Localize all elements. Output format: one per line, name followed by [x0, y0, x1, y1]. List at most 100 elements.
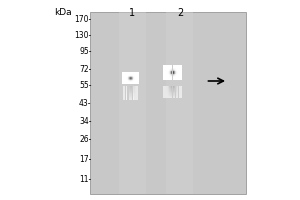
Bar: [171, 66, 172, 67]
Bar: [171, 68, 172, 69]
Bar: [164, 97, 165, 98]
Bar: [171, 97, 172, 98]
Bar: [168, 88, 169, 89]
Bar: [163, 64, 164, 65]
Bar: [125, 90, 126, 91]
Bar: [136, 93, 137, 94]
Bar: [126, 99, 127, 100]
Bar: [170, 96, 171, 97]
Bar: [168, 97, 169, 98]
Bar: [135, 75, 136, 76]
Bar: [128, 90, 129, 91]
Bar: [137, 99, 138, 100]
Bar: [126, 94, 127, 95]
Bar: [133, 88, 134, 89]
Bar: [130, 81, 131, 82]
Bar: [173, 73, 174, 74]
Bar: [126, 82, 127, 83]
Bar: [124, 76, 125, 77]
Bar: [165, 69, 166, 70]
Bar: [180, 78, 181, 79]
Bar: [124, 97, 125, 98]
Bar: [176, 90, 177, 91]
Bar: [169, 74, 170, 75]
Bar: [167, 95, 168, 96]
Bar: [165, 77, 166, 78]
Bar: [123, 73, 124, 74]
Bar: [135, 90, 136, 91]
Bar: [164, 94, 165, 95]
Bar: [132, 75, 133, 76]
Bar: [131, 75, 132, 76]
Bar: [181, 66, 182, 67]
Bar: [178, 73, 179, 74]
Bar: [130, 96, 131, 97]
Bar: [134, 91, 135, 92]
Bar: [163, 72, 164, 73]
Bar: [129, 81, 130, 82]
Bar: [172, 76, 173, 77]
Bar: [126, 83, 127, 84]
Bar: [127, 83, 128, 84]
Bar: [174, 86, 175, 87]
Bar: [134, 99, 135, 100]
Bar: [179, 71, 180, 72]
Bar: [125, 97, 126, 98]
Bar: [166, 67, 167, 68]
Bar: [167, 86, 168, 87]
Bar: [176, 68, 177, 69]
Bar: [125, 91, 126, 92]
Bar: [181, 94, 182, 95]
Bar: [165, 70, 166, 71]
Bar: [179, 73, 180, 74]
Bar: [169, 96, 170, 97]
Bar: [176, 73, 177, 74]
Bar: [166, 75, 167, 76]
Bar: [178, 65, 179, 66]
Bar: [124, 96, 125, 97]
Bar: [125, 81, 126, 82]
Text: 130-: 130-: [74, 31, 92, 40]
Bar: [127, 77, 128, 78]
Bar: [126, 92, 127, 93]
Bar: [178, 77, 179, 78]
Bar: [180, 75, 181, 76]
Bar: [131, 98, 132, 99]
Bar: [173, 96, 174, 97]
Bar: [172, 68, 173, 69]
Bar: [137, 72, 138, 73]
Bar: [177, 73, 178, 74]
Bar: [179, 69, 180, 70]
Bar: [131, 88, 132, 89]
Bar: [179, 67, 180, 68]
Bar: [122, 78, 123, 79]
Bar: [174, 77, 175, 78]
Bar: [128, 98, 129, 99]
Bar: [172, 73, 173, 74]
Bar: [129, 89, 130, 90]
Bar: [130, 78, 131, 79]
Bar: [124, 78, 125, 79]
Bar: [125, 82, 126, 83]
Bar: [128, 78, 129, 79]
Bar: [171, 77, 172, 78]
Bar: [166, 65, 167, 66]
Bar: [137, 89, 138, 90]
Bar: [129, 92, 130, 93]
Bar: [167, 74, 168, 75]
Bar: [131, 74, 132, 75]
Bar: [138, 74, 139, 75]
Bar: [137, 76, 138, 77]
Bar: [180, 88, 181, 89]
Bar: [176, 71, 177, 72]
Bar: [166, 70, 167, 71]
Bar: [180, 64, 181, 65]
Bar: [137, 73, 138, 74]
Bar: [164, 77, 165, 78]
Bar: [126, 87, 127, 88]
Bar: [165, 78, 166, 79]
Bar: [136, 92, 137, 93]
Bar: [129, 76, 130, 77]
Bar: [132, 89, 133, 90]
Bar: [127, 75, 128, 76]
